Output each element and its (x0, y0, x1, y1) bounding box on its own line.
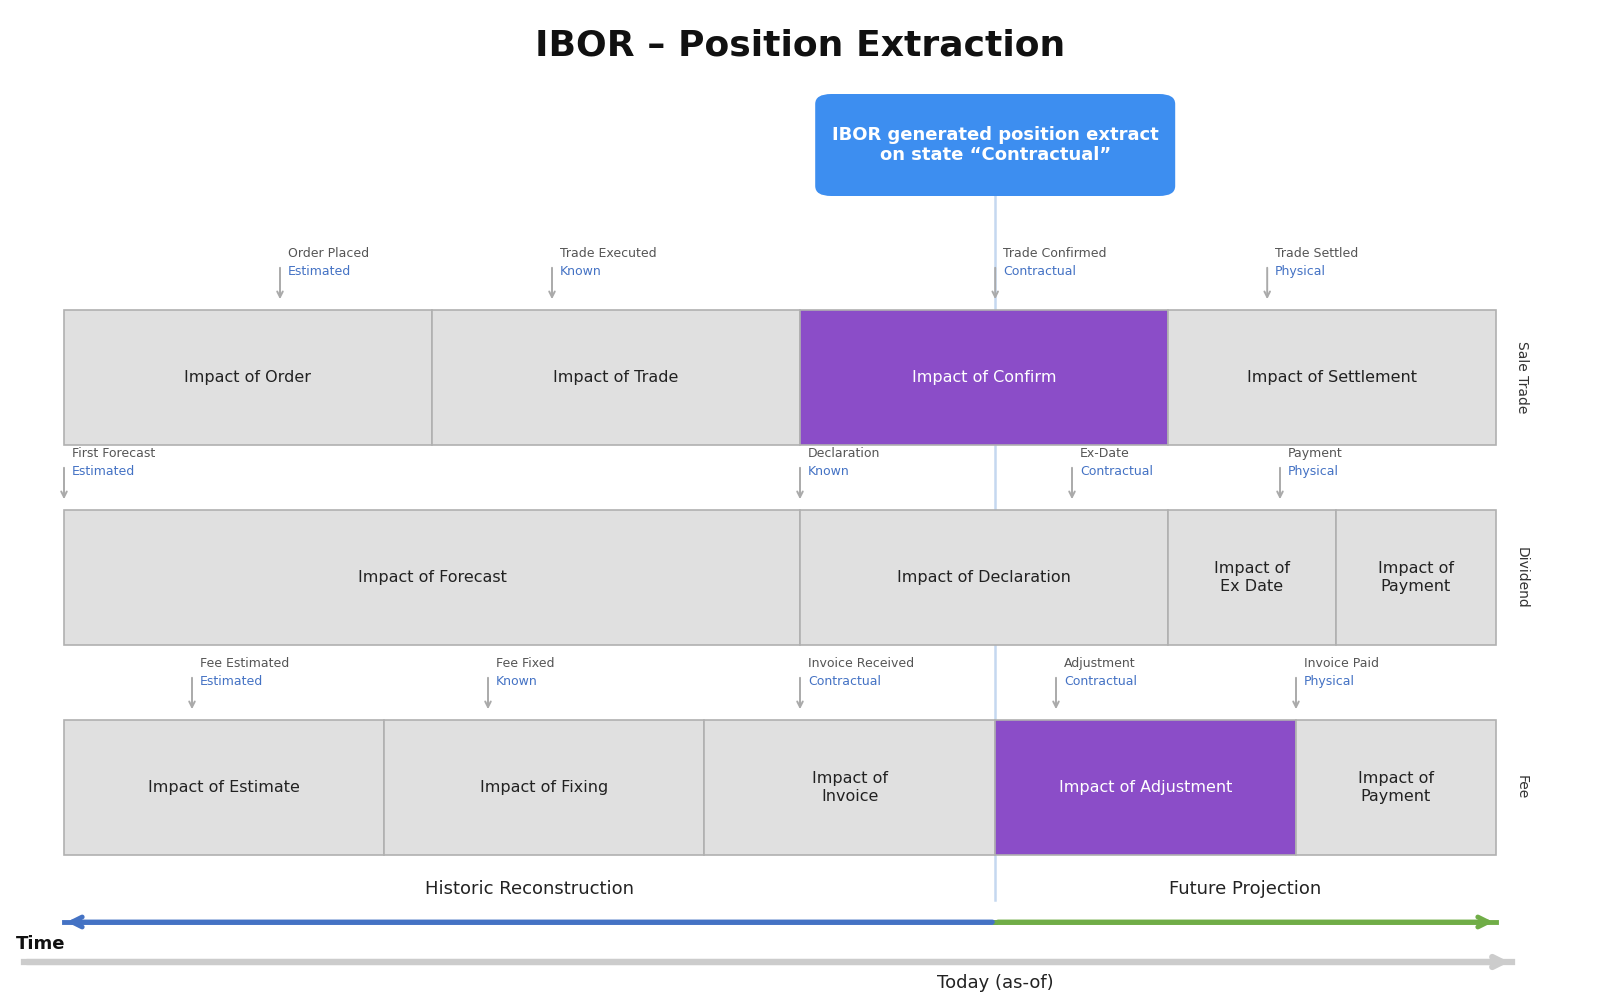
Bar (1168, 310, 1496, 445)
Text: Impact of Forecast: Impact of Forecast (357, 570, 507, 585)
Bar (432, 310, 800, 445)
FancyBboxPatch shape (814, 94, 1174, 196)
Text: Sale Trade: Sale Trade (1515, 341, 1528, 414)
Text: Fee: Fee (1515, 775, 1528, 800)
Text: Fee Fixed: Fee Fixed (496, 657, 555, 670)
Text: Payment: Payment (1288, 447, 1342, 460)
Text: Impact of
Ex Date: Impact of Ex Date (1214, 561, 1290, 594)
Text: Today (as-of): Today (as-of) (938, 974, 1053, 992)
Text: Contractual: Contractual (1003, 265, 1077, 278)
Text: Impact of Fixing: Impact of Fixing (480, 780, 608, 795)
Text: Impact of Trade: Impact of Trade (554, 370, 678, 385)
Text: Impact of
Invoice: Impact of Invoice (811, 771, 888, 804)
Bar (384, 720, 704, 855)
Text: Future Projection: Future Projection (1170, 880, 1322, 898)
Bar (800, 310, 1168, 445)
Text: Contractual: Contractual (1064, 675, 1138, 688)
Text: IBOR generated position extract
on state “Contractual”: IBOR generated position extract on state… (832, 126, 1158, 164)
Text: Impact of Settlement: Impact of Settlement (1246, 370, 1418, 385)
Text: Impact of Estimate: Impact of Estimate (149, 780, 299, 795)
Bar (64, 310, 432, 445)
Text: Fee Estimated: Fee Estimated (200, 657, 290, 670)
Text: Impact of
Payment: Impact of Payment (1358, 771, 1434, 804)
Text: Known: Known (496, 675, 538, 688)
Bar (64, 510, 800, 645)
Text: Declaration: Declaration (808, 447, 880, 460)
Text: Estimated: Estimated (200, 675, 264, 688)
Text: Time: Time (16, 935, 66, 953)
Text: Contractual: Contractual (808, 675, 882, 688)
Text: Dividend: Dividend (1515, 547, 1528, 608)
Bar (995, 720, 1296, 855)
Text: Historic Reconstruction: Historic Reconstruction (426, 880, 634, 898)
Text: Known: Known (560, 265, 602, 278)
Text: Physical: Physical (1288, 465, 1339, 478)
Text: Invoice Received: Invoice Received (808, 657, 914, 670)
Text: Physical: Physical (1304, 675, 1355, 688)
Text: Estimated: Estimated (72, 465, 136, 478)
Bar (704, 720, 995, 855)
Text: Adjustment: Adjustment (1064, 657, 1136, 670)
Text: Trade Executed: Trade Executed (560, 247, 656, 260)
Text: Trade Confirmed: Trade Confirmed (1003, 247, 1107, 260)
Text: Trade Settled: Trade Settled (1275, 247, 1358, 260)
Bar (800, 510, 1168, 645)
Text: Impact of Confirm: Impact of Confirm (912, 370, 1056, 385)
Text: Impact of Order: Impact of Order (184, 370, 312, 385)
Text: Order Placed: Order Placed (288, 247, 370, 260)
Text: Impact of Adjustment: Impact of Adjustment (1059, 780, 1232, 795)
Bar (1336, 510, 1496, 645)
Text: Estimated: Estimated (288, 265, 352, 278)
Text: Impact of
Payment: Impact of Payment (1378, 561, 1454, 594)
Text: Physical: Physical (1275, 265, 1326, 278)
Text: First Forecast: First Forecast (72, 447, 155, 460)
Text: Ex-Date: Ex-Date (1080, 447, 1130, 460)
Text: Invoice Paid: Invoice Paid (1304, 657, 1379, 670)
Text: Known: Known (808, 465, 850, 478)
Bar (64, 720, 384, 855)
Text: IBOR – Position Extraction: IBOR – Position Extraction (534, 28, 1066, 62)
Bar (1168, 510, 1336, 645)
Text: Contractual: Contractual (1080, 465, 1154, 478)
Bar (1296, 720, 1496, 855)
Text: Impact of Declaration: Impact of Declaration (898, 570, 1070, 585)
